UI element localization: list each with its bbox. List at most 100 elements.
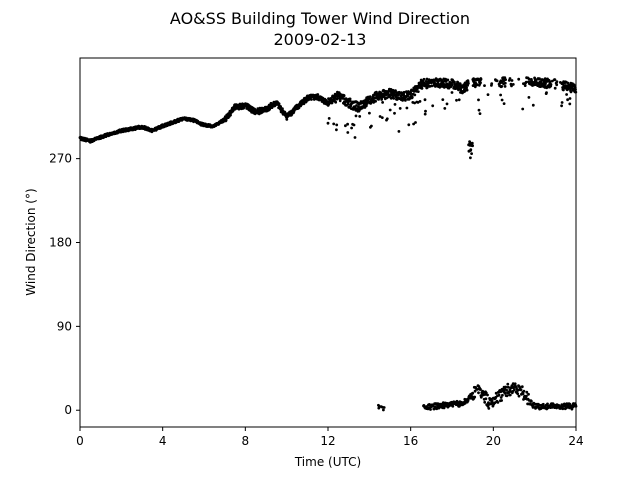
data-point [429,408,432,411]
data-point [486,393,489,397]
data-point [487,407,491,410]
data-point [450,83,454,87]
data-point [505,388,508,392]
data-point [277,102,281,106]
data-point [496,401,500,404]
y-tick-label: 270 [49,152,72,166]
data-point [553,78,557,81]
data-point [475,83,479,87]
data-point [393,103,397,106]
data-point [404,99,407,102]
data-point [348,97,352,101]
data-point [478,112,482,115]
data-point [346,122,349,126]
data-point [344,124,347,128]
data-point [465,86,468,90]
data-point [549,83,553,86]
data-point [457,98,461,102]
data-point [484,391,488,395]
data-point [393,111,396,115]
x-tick-label: 12 [320,434,335,448]
data-point [389,96,393,100]
data-point [420,87,424,90]
data-point [531,103,535,107]
data-point [506,385,510,389]
data-point [346,131,350,134]
data-point [458,82,462,86]
data-point [470,141,474,145]
data-point [495,79,499,83]
data-point [416,90,420,93]
data-point [335,123,339,127]
data-point [553,86,557,90]
data-point [483,84,486,87]
data-point [431,104,435,108]
data-point [500,85,504,88]
data-point [374,99,377,103]
y-tick-label: 180 [49,236,72,250]
data-point [546,402,549,406]
data-point [281,107,284,110]
data-point [475,388,479,391]
data-point [560,104,563,108]
data-point [477,391,480,395]
data-point [405,106,409,110]
data-point [494,391,498,395]
data-point [511,83,515,86]
data-point [527,77,531,81]
data-point [469,148,473,152]
data-point [332,122,336,126]
data-point [524,80,528,84]
data-point [473,395,477,399]
data-point [342,94,346,98]
data-point [401,99,404,102]
data-point [353,136,357,139]
data-point [530,399,533,403]
data-point [531,406,535,409]
data-point [523,84,527,87]
data-point [229,113,232,117]
data-point [334,100,338,104]
data-point [380,98,383,101]
scatter-points [78,76,578,412]
data-point [413,101,416,105]
data-point [510,386,513,390]
y-tick-label: 0 [64,403,72,417]
data-point [430,84,434,88]
data-point [504,78,507,81]
data-point [335,128,338,132]
data-point [551,79,554,83]
data-point [365,104,368,108]
data-point [521,392,525,396]
data-point [503,81,507,85]
data-point [378,115,382,118]
y-axis-label: Wind Direction (°) [24,188,38,295]
data-point [505,394,509,398]
data-point [513,388,516,392]
data-point [443,107,447,110]
data-point [555,83,559,87]
data-point [469,156,472,160]
data-point [423,112,427,116]
y-tick-label: 90 [57,319,72,333]
data-point [561,407,565,411]
data-point [479,388,482,391]
data-point [566,98,569,102]
data-point [569,90,573,94]
data-point [355,104,358,107]
data-point [441,98,445,101]
data-point [450,91,454,94]
data-point [503,391,507,395]
x-axis-label: Time (UTC) [294,455,361,469]
data-point [513,382,517,386]
data-point [412,122,415,126]
data-point [424,109,427,113]
data-point [501,387,505,391]
data-point [370,124,373,128]
plot-frame [79,57,577,428]
data-point [348,99,352,103]
data-point [517,77,521,81]
data-point [555,80,559,84]
data-point [446,78,450,82]
